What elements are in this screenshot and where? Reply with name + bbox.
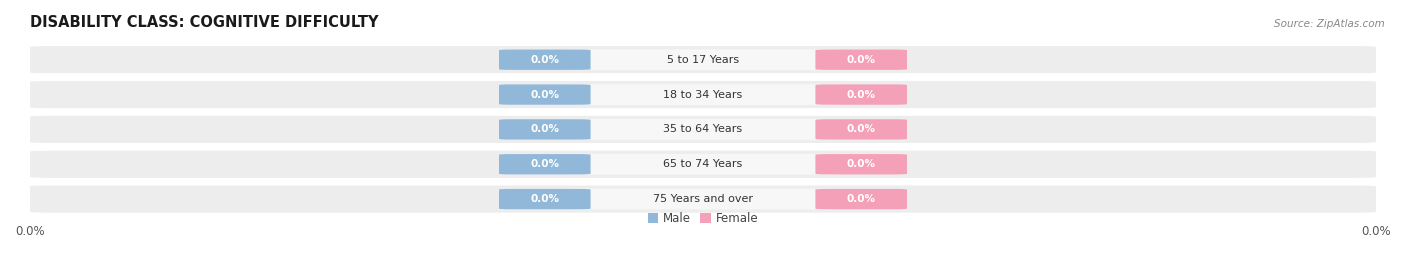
FancyBboxPatch shape	[30, 46, 1376, 73]
FancyBboxPatch shape	[815, 49, 907, 70]
FancyBboxPatch shape	[565, 84, 841, 105]
FancyBboxPatch shape	[815, 84, 907, 105]
Text: 0.0%: 0.0%	[846, 55, 876, 65]
Text: DISABILITY CLASS: COGNITIVE DIFFICULTY: DISABILITY CLASS: COGNITIVE DIFFICULTY	[30, 15, 378, 30]
FancyBboxPatch shape	[565, 49, 841, 70]
Text: 0.0%: 0.0%	[530, 194, 560, 204]
FancyBboxPatch shape	[565, 189, 841, 210]
FancyBboxPatch shape	[499, 119, 591, 140]
FancyBboxPatch shape	[815, 154, 907, 174]
Text: 0.0%: 0.0%	[846, 159, 876, 169]
FancyBboxPatch shape	[30, 116, 1376, 143]
Legend: Male, Female: Male, Female	[643, 207, 763, 229]
FancyBboxPatch shape	[565, 119, 841, 140]
FancyBboxPatch shape	[815, 119, 907, 140]
FancyBboxPatch shape	[499, 84, 591, 105]
FancyBboxPatch shape	[565, 154, 841, 175]
FancyBboxPatch shape	[499, 154, 591, 174]
Text: 18 to 34 Years: 18 to 34 Years	[664, 90, 742, 100]
Text: 0.0%: 0.0%	[530, 124, 560, 134]
Text: 75 Years and over: 75 Years and over	[652, 194, 754, 204]
Text: 5 to 17 Years: 5 to 17 Years	[666, 55, 740, 65]
FancyBboxPatch shape	[30, 81, 1376, 108]
FancyBboxPatch shape	[30, 151, 1376, 178]
Text: 0.0%: 0.0%	[530, 159, 560, 169]
Text: Source: ZipAtlas.com: Source: ZipAtlas.com	[1274, 19, 1385, 29]
Text: 0.0%: 0.0%	[846, 194, 876, 204]
Text: 35 to 64 Years: 35 to 64 Years	[664, 124, 742, 134]
FancyBboxPatch shape	[30, 186, 1376, 213]
FancyBboxPatch shape	[815, 189, 907, 209]
Text: 0.0%: 0.0%	[530, 55, 560, 65]
Text: 0.0%: 0.0%	[530, 90, 560, 100]
Text: 65 to 74 Years: 65 to 74 Years	[664, 159, 742, 169]
Text: 0.0%: 0.0%	[846, 90, 876, 100]
Text: 0.0%: 0.0%	[846, 124, 876, 134]
FancyBboxPatch shape	[499, 189, 591, 209]
FancyBboxPatch shape	[499, 49, 591, 70]
